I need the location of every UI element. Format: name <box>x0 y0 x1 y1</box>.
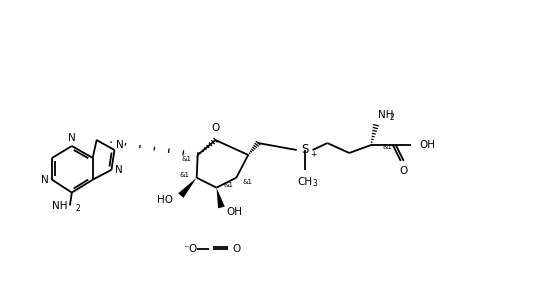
Text: O: O <box>232 244 240 254</box>
Text: 3: 3 <box>313 179 317 188</box>
Text: 2: 2 <box>390 113 395 122</box>
Text: NH: NH <box>378 110 393 120</box>
Text: NH: NH <box>52 201 68 212</box>
Text: S: S <box>301 144 308 156</box>
Text: &1: &1 <box>383 144 393 150</box>
Text: OH: OH <box>226 207 243 218</box>
Text: &1: &1 <box>182 156 192 162</box>
Text: O: O <box>189 244 197 254</box>
Text: ⁻: ⁻ <box>183 244 189 254</box>
Text: &1: &1 <box>223 182 233 188</box>
Text: OH: OH <box>419 140 436 150</box>
Polygon shape <box>217 188 225 208</box>
Text: HO: HO <box>157 195 173 204</box>
Polygon shape <box>178 178 197 198</box>
Text: &1: &1 <box>242 179 252 185</box>
Text: N: N <box>42 175 49 185</box>
Text: +: + <box>310 150 317 159</box>
Text: O: O <box>211 123 219 133</box>
Text: &1: &1 <box>180 172 190 178</box>
Text: N: N <box>115 165 122 175</box>
Text: N: N <box>115 140 123 150</box>
Text: N: N <box>68 133 76 143</box>
Text: 2: 2 <box>76 204 80 213</box>
Text: CH: CH <box>297 177 312 187</box>
Text: O: O <box>399 166 408 176</box>
